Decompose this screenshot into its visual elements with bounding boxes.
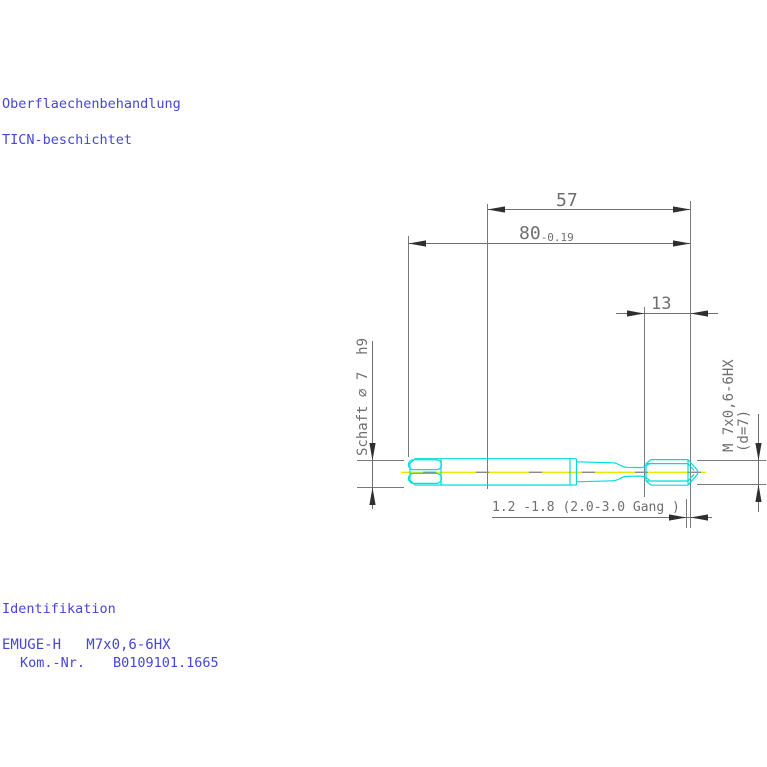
dim-text-thread-diameter-note: (d=7) (736, 409, 752, 452)
surface-treatment-value: TICN-beschichtet (2, 132, 133, 148)
identification-kom-label: Kom.-Nr. (20, 655, 86, 671)
dim-text-80-value: 80 (519, 223, 541, 244)
neck-top (612, 462, 650, 469)
dimension-arrows (369, 206, 762, 521)
dim-text-57: 57 (556, 190, 578, 211)
dim-text-chamfer: 1.2 -1.8 (2.0-3.0 Gang ) (492, 500, 680, 515)
neck-bottom (612, 475, 650, 482)
tip-chamfer-inner (687, 463, 695, 482)
dim-text-shank-spec: Schaft ⌀ 7 h9 (355, 337, 371, 456)
dim-text-13: 13 (651, 294, 672, 314)
extension-lines (357, 201, 766, 528)
identification-product-line: EMUGE-H M7x0,6-6HX (2, 637, 171, 653)
identification-kom-value: B0109101.1665 (113, 655, 219, 671)
tip-chamfer (687, 459, 699, 486)
taper-top (576, 461, 614, 464)
dim-text-80-tolerance: -0.19 (540, 231, 574, 244)
dimension-lines (372, 209, 759, 518)
identification-title: Identifikation (2, 601, 116, 617)
dim-text-80: 80-0.19 (519, 224, 574, 244)
square-drive-lower (407, 472, 443, 484)
square-drive-upper (407, 459, 443, 471)
surface-treatment-title: Oberflaechenbehandlung (2, 96, 181, 112)
taper-bottom (576, 480, 614, 483)
tap-tool-drawing (407, 458, 699, 486)
